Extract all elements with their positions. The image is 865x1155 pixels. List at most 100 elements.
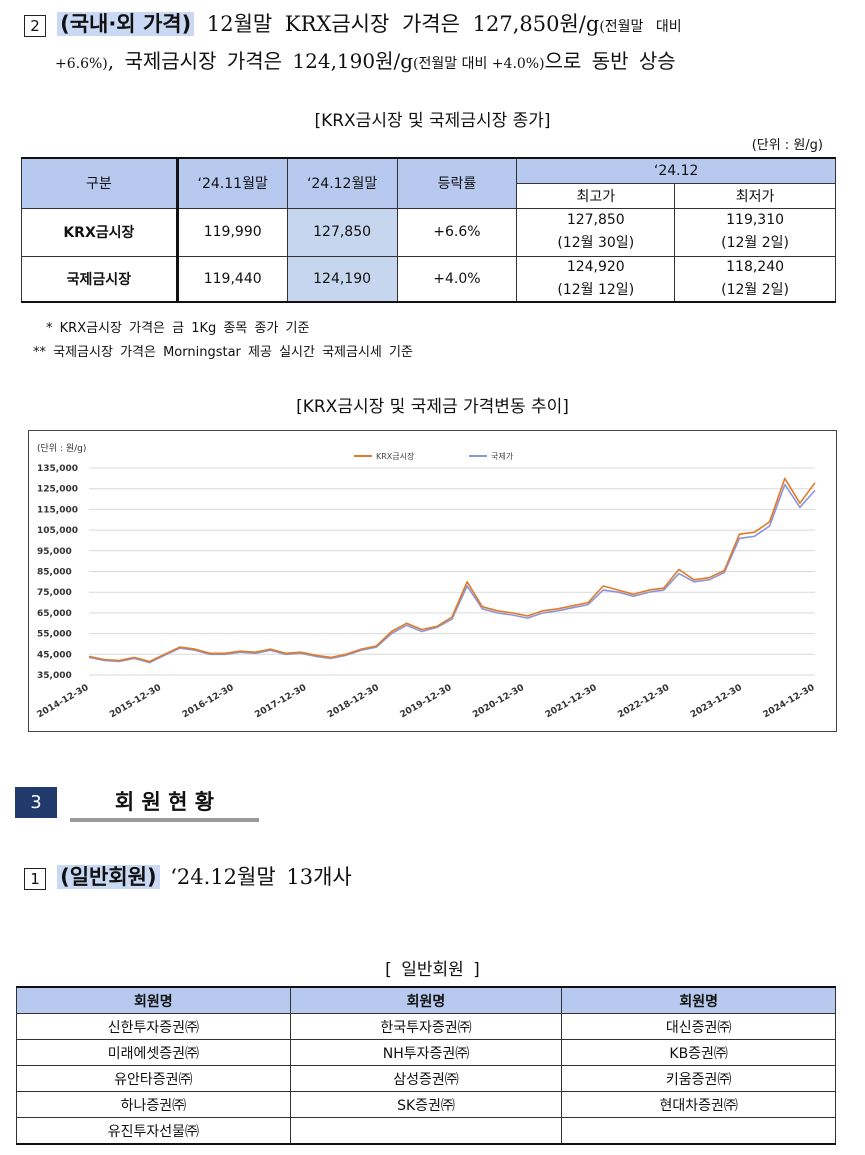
member-cell: 미래에셋증권㈜ (16, 1039, 291, 1066)
table1-note2: ** 국제금시장 가격은 Morningstar 제공 실시간 국제금시세 기준 (33, 345, 413, 360)
table1-title: [KRX금시장 및 국제금시장 종가] (314, 111, 551, 131)
row-low-date: (12월 2일) (721, 235, 790, 251)
legend-label: KRX금시장 (376, 451, 415, 461)
member-cell (561, 1117, 836, 1145)
header-nov: ‘24.11월말 (176, 157, 288, 209)
x-tick-label: 2024-12-30 (762, 683, 817, 720)
row-low: 118,240 (12월 2일) (674, 255, 836, 303)
section2-line1-text: 12월말 KRX금시장 가격은 127,850원/g (194, 12, 600, 36)
y-tick-label: 75,000 (37, 588, 72, 598)
member-cell: 신한투자증권㈜ (16, 1013, 291, 1040)
series-line-KRX금시장 (88, 477, 816, 663)
header-high: 최고가 (516, 182, 676, 209)
section2-line2-text: , 국제금시장 가격은 124,190원/g (107, 49, 414, 73)
x-tick-label: 2019-12-30 (399, 683, 454, 720)
row-high-date: (12월 12일) (557, 281, 635, 298)
y-tick-label: 115,000 (37, 505, 78, 515)
table1-unit: (단위 : 원/g) (751, 138, 823, 153)
x-tick-label: 2016-12-30 (181, 683, 236, 720)
row-low-value: 118,240 (726, 258, 785, 275)
price-chart-svg: 135,000 125,000 115,000 105,000 95,000 85,000… (36, 443, 817, 720)
y-tick-label: 65,000 (37, 609, 72, 619)
section2-heading: (국내·외 가격) (57, 12, 195, 36)
y-tick-label: 125,000 (37, 485, 78, 495)
x-tick-label: 2022-12-30 (616, 683, 671, 720)
row-change: +6.6% (396, 207, 518, 257)
row-nov: 119,990 (176, 207, 288, 257)
member-cell: 유진투자선물㈜ (16, 1117, 291, 1145)
y-tick-label: 85,000 (37, 568, 72, 578)
member-cell: 유안타증권㈜ (16, 1065, 291, 1092)
header-dec: ‘24.12월말 (286, 157, 398, 209)
row-low-value: 119,310 (726, 212, 785, 228)
table-row: 유진투자선물㈜ (16, 1117, 836, 1145)
row-name: 국제금시장 (21, 255, 179, 303)
members-table: 회원명 회원명 회원명 신한투자증권㈜ 한국투자증권㈜ 대신증권㈜ 미래에셋증권… (16, 986, 836, 1145)
chart-title: [KRX금시장 및 국제금 가격변동 추이] (296, 397, 569, 417)
x-tick-label: 2020-12-30 (471, 683, 526, 720)
table-row: 신한투자증권㈜ 한국투자증권㈜ 대신증권㈜ (16, 1013, 836, 1040)
members-header: 회원명 (16, 986, 291, 1014)
section-number-box: 1 (24, 868, 46, 890)
row-low-date: (12월 2일) (721, 281, 790, 298)
section3-number: 3 (15, 787, 57, 818)
header-dec-group: ‘24.12 (516, 157, 836, 184)
legend-label: 국제가 (491, 452, 514, 461)
table1-note1: * KRX금시장 가격은 금 1Kg 종목 종가 기준 (46, 321, 310, 336)
section3-1-text: ‘24.12월말 13개사 (159, 865, 352, 889)
member-cell: 하나증권㈜ (16, 1091, 291, 1118)
section2-line2: +6.6%), 국제금시장 가격은 124,190원/g(전월말 대비 +4.0… (55, 45, 855, 74)
header-change: 등락률 (396, 157, 518, 209)
x-tick-label: 2014-12-30 (36, 683, 91, 720)
table-row: 하나증권㈜ SK증권㈜ 현대차증권㈜ (16, 1091, 836, 1118)
member-cell: KB증권㈜ (561, 1039, 836, 1066)
section2-line2-small2: (전월말 대비 +4.0%) (413, 56, 545, 72)
section2-line2-small1: +6.6%) (55, 56, 108, 72)
x-tick-label: 2018-12-30 (326, 683, 381, 720)
row-high: 124,920 (12월 12일) (516, 255, 676, 303)
section2-line1: 2 (국내·외 가격) 12월말 KRX금시장 가격은 127,850원/g(전… (24, 8, 854, 38)
x-tick-label: 2023-12-30 (689, 683, 744, 720)
row-dec: 127,850 (286, 207, 398, 257)
row-high-value: 124,920 (566, 258, 625, 275)
y-tick-label: 55,000 (37, 630, 72, 640)
row-change: +4.0% (396, 255, 518, 303)
x-tick-label: 2015-12-30 (108, 683, 163, 720)
members-header: 회원명 (289, 986, 563, 1014)
table2-title: [ 일반회원 ] (385, 960, 480, 980)
section2-line2-end: 으로 동반 상승 (544, 49, 676, 73)
row-high-date: (12월 30일) (557, 235, 635, 251)
header-category: 구분 (21, 157, 179, 209)
row-nov: 119,440 (176, 255, 288, 303)
member-cell: 한국투자증권㈜ (289, 1013, 563, 1040)
section3-1-heading: (일반회원) (57, 865, 160, 889)
table-row: 유안타증권㈜ 삼성증권㈜ 키움증권㈜ (16, 1065, 836, 1092)
series-line-국제가 (88, 483, 816, 664)
member-cell: SK증권㈜ (289, 1091, 563, 1118)
row-low: 119,310 (12월 2일) (674, 207, 836, 257)
member-cell: 삼성증권㈜ (289, 1065, 563, 1092)
y-tick-label: 95,000 (37, 547, 72, 557)
table-row: 미래에셋증권㈜ NH투자증권㈜ KB증권㈜ (16, 1039, 836, 1066)
y-tick-label: 45,000 (37, 650, 72, 660)
section-number-box: 2 (24, 15, 46, 37)
row-dec: 124,190 (286, 255, 398, 303)
chart-unit-label: (단위 : 원/g) (37, 443, 86, 454)
price-table: 구분 ‘24.11월말 ‘24.12월말 등락률 ‘24.12 최고가 최저가 … (21, 157, 836, 303)
x-tick-label: 2021-12-30 (544, 683, 599, 720)
row-high: 127,850 (12월 30일) (516, 207, 676, 257)
row-high-value: 127,850 (566, 212, 625, 228)
row-name: KRX금시장 (21, 207, 179, 257)
member-cell: 현대차증권㈜ (561, 1091, 836, 1118)
member-cell: 대신증권㈜ (561, 1013, 836, 1040)
table-row: 국제금시장 119,440 124,190 +4.0% 124,920 (12월 … (21, 255, 836, 303)
member-cell (289, 1117, 563, 1145)
section3-title: 회 원 현 황 (70, 787, 259, 822)
price-chart: 135,000 125,000 115,000 105,000 95,000 85,000… (28, 430, 837, 732)
x-tick-label: 2017-12-30 (253, 683, 308, 720)
y-tick-label: 35,000 (37, 671, 72, 681)
y-tick-label: 135,000 (37, 464, 78, 474)
member-cell: NH투자증권㈜ (289, 1039, 563, 1066)
section3-1-line: 1 (일반회원) ‘24.12월말 13개사 (24, 861, 352, 891)
members-header: 회원명 (561, 986, 836, 1014)
